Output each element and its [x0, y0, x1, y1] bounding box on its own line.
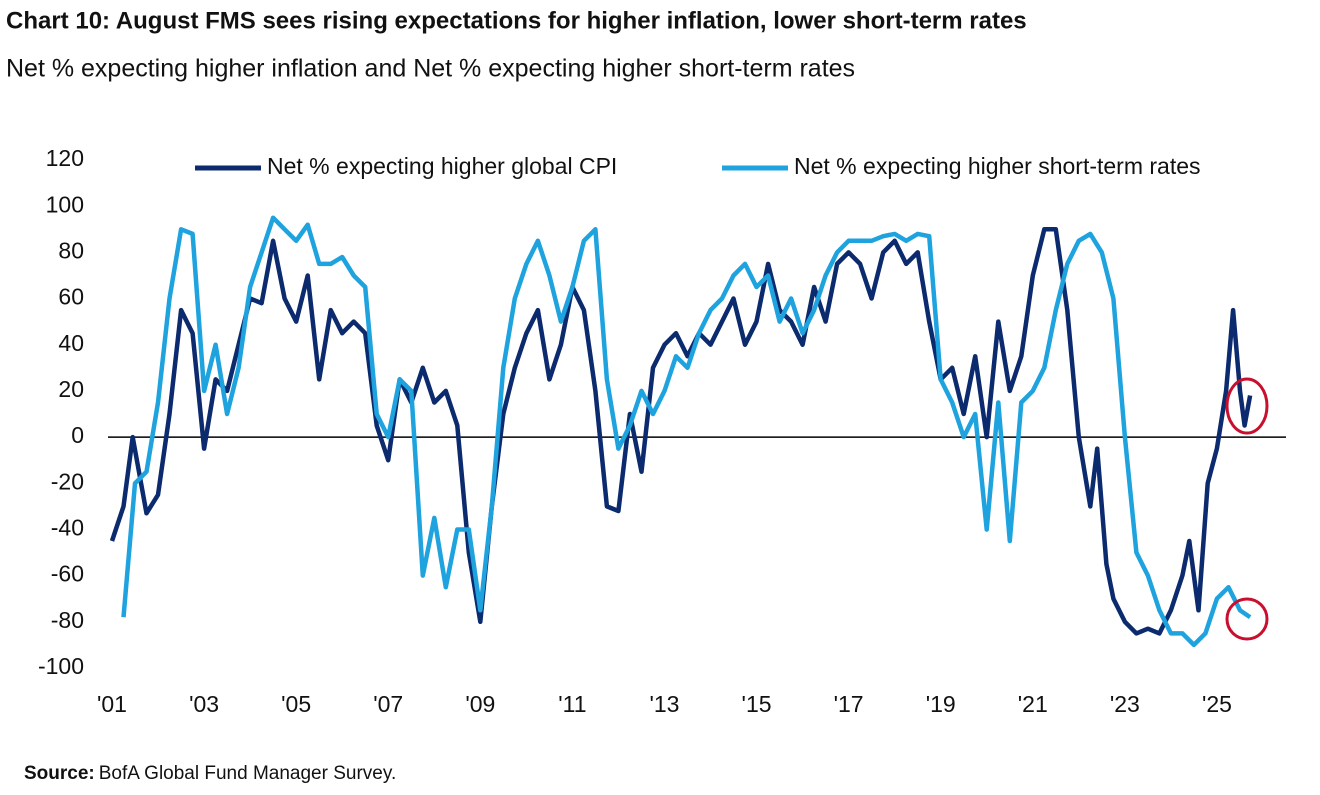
y-tick-label: 120: [46, 145, 84, 171]
x-tick-label: '25: [1202, 691, 1232, 717]
y-tick-label: 80: [58, 237, 84, 263]
series-line: [109, 227, 1253, 636]
y-tick-label: 40: [58, 330, 84, 356]
y-tick-label: -80: [51, 607, 84, 633]
x-tick-label: '01: [97, 691, 127, 717]
source-label: Source:: [24, 763, 95, 784]
y-tick-label: 20: [58, 376, 84, 402]
series-line: [121, 215, 1252, 648]
chart-subtitle: Net % expecting higher inflation and Net…: [6, 55, 855, 83]
y-tick-label: -100: [38, 653, 84, 679]
x-tick-label: '03: [189, 691, 219, 717]
y-tick-label: -40: [51, 515, 84, 541]
y-tick-label: -60: [51, 561, 84, 587]
plot-area: -100 -80 -60 -40 -20 0 20 40 60 80 100 120 '01 '03 '05…: [38, 145, 1286, 717]
x-tick-label: '09: [465, 691, 495, 717]
x-tick-label: '19: [926, 691, 956, 717]
x-tick-label: '23: [1110, 691, 1140, 717]
highlight-circle: [1225, 597, 1269, 641]
legend-label: Net % expecting higher global CPI: [267, 153, 617, 179]
x-tick-label: '15: [742, 691, 772, 717]
x-tick-label: '21: [1018, 691, 1048, 717]
x-tick-label: '13: [649, 691, 679, 717]
chart-title: Chart 10: August FMS sees rising expecta…: [6, 7, 1027, 34]
y-tick-label: 0: [71, 422, 84, 448]
source-text: BofA Global Fund Manager Survey.: [99, 763, 396, 784]
x-tick-label: '07: [373, 691, 403, 717]
y-tick-label: -20: [51, 468, 84, 494]
highlight-circle: [1225, 377, 1269, 435]
legend-label: Net % expecting higher short-term rates: [794, 153, 1201, 179]
x-tick-label: '05: [281, 691, 311, 717]
x-tick-label: '17: [834, 691, 864, 717]
x-tick-label: '11: [558, 691, 586, 717]
y-tick-label: 100: [46, 191, 84, 217]
source: Source: BofA Global Fund Manager Survey.: [24, 763, 396, 784]
y-tick-label: 60: [58, 284, 84, 310]
